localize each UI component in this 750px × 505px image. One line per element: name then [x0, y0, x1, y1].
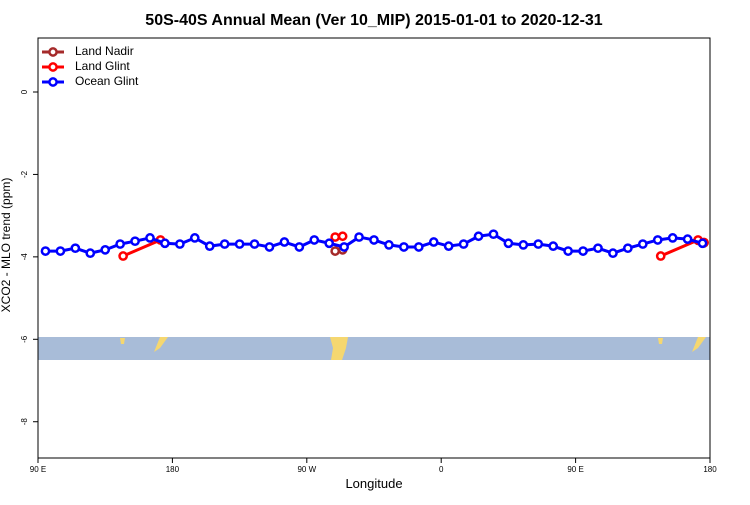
data-point [503, 238, 514, 249]
y-tick-label: -2 [20, 170, 29, 178]
data-point [219, 239, 230, 249]
data-point [175, 239, 185, 249]
y-tick-label: -6 [20, 335, 29, 343]
data-point [578, 246, 588, 256]
data-point [623, 243, 633, 254]
data-point [443, 241, 454, 251]
chart-title: 50S-40S Annual Mean (Ver 10_MIP) 2015-01… [145, 12, 603, 29]
data-point [369, 235, 379, 245]
data-point [652, 235, 663, 245]
data-point [279, 237, 290, 247]
data-point [330, 232, 341, 242]
data-point [189, 233, 200, 243]
data-point [70, 243, 81, 254]
data-point [264, 242, 275, 252]
data-point [160, 238, 170, 249]
plot-frame [37, 37, 711, 459]
data-point [384, 240, 394, 250]
x-tick-label: 0 [439, 465, 444, 474]
data-point [413, 242, 424, 252]
data-point [399, 242, 409, 252]
data-point [145, 233, 155, 243]
y-tick-label: 0 [20, 89, 29, 94]
data-point [55, 246, 66, 256]
data-point [339, 242, 349, 252]
legend-label: Land Glint [75, 59, 130, 73]
data-point [548, 241, 559, 251]
series-line [122, 238, 162, 258]
x-tick-label: 180 [166, 465, 180, 474]
data-point [40, 246, 51, 256]
data-point [608, 248, 618, 259]
x-tick-label: 90 E [30, 465, 46, 474]
legend-label: Land Nadir [75, 44, 134, 58]
data-point [473, 231, 484, 242]
y-axis-label: XCO2 - MLO trend (ppm) [0, 178, 13, 313]
data-point [118, 251, 128, 261]
data-point [100, 245, 111, 255]
data-point [533, 239, 544, 249]
data-point [637, 239, 648, 249]
data-point [655, 251, 666, 261]
data-point [249, 239, 260, 249]
data-point [563, 246, 573, 256]
data-point [667, 233, 678, 243]
data-point [309, 235, 320, 245]
data-point [458, 239, 469, 249]
data-point [682, 234, 693, 244]
data-point [337, 231, 348, 242]
data-point [324, 238, 335, 249]
data-point [330, 246, 341, 256]
data-point [234, 239, 245, 249]
data-point [593, 243, 603, 254]
legend-label: Ocean Glint [75, 74, 139, 88]
data-point [115, 239, 125, 249]
data-point [488, 229, 499, 240]
data-point [294, 242, 305, 252]
legend-marker [48, 47, 58, 57]
x-axis-label: Longitude [345, 476, 402, 491]
data-point [354, 232, 364, 242]
data-point [130, 236, 140, 247]
map-strip [38, 337, 710, 360]
legend-marker [48, 77, 58, 87]
data-point [85, 248, 96, 259]
legend-marker [48, 62, 58, 72]
x-tick-label: 180 [703, 465, 717, 474]
data-point [697, 238, 708, 249]
data-point [428, 237, 439, 247]
x-tick-label: 90 W [297, 465, 316, 474]
data-point [518, 240, 529, 250]
data-point [204, 241, 215, 251]
y-tick-label: -4 [20, 253, 29, 261]
x-tick-label: 90 E [567, 465, 583, 474]
y-tick-label: -8 [20, 418, 29, 426]
